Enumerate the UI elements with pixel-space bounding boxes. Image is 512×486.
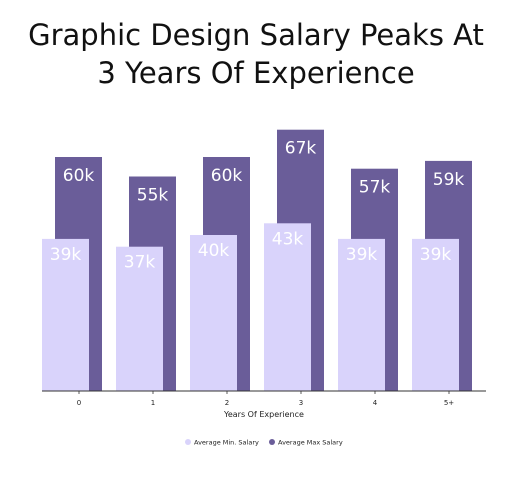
max-salary-value-label: 60k xyxy=(211,166,243,186)
min-salary-value-label: 39k xyxy=(420,245,452,265)
legend-swatch-min xyxy=(185,439,191,445)
x-tick-label: 4 xyxy=(373,399,378,407)
max-salary-value-label: 60k xyxy=(63,166,95,186)
max-salary-value-label: 57k xyxy=(359,178,391,198)
min-salary-bar xyxy=(338,238,385,391)
min-salary-bars xyxy=(42,223,459,391)
x-tick-label: 1 xyxy=(151,399,155,407)
chart-title-line-1: Graphic Design Salary Peaks At xyxy=(28,18,484,52)
max-salary-value-label: 67k xyxy=(285,139,317,159)
min-salary-value-label: 40k xyxy=(198,241,230,261)
min-salary-value-label: 43k xyxy=(272,229,304,249)
chart-title: Graphic Design Salary Peaks At 3 Years O… xyxy=(0,16,512,92)
legend-swatch-max xyxy=(269,439,275,445)
x-axis-label: Years Of Experience xyxy=(223,410,304,419)
legend-label-min: Average Min. Salary xyxy=(194,439,259,447)
min-salary-value-label: 39k xyxy=(346,245,378,265)
max-salary-value-label: 55k xyxy=(137,186,169,206)
min-salary-bar xyxy=(264,223,311,391)
min-salary-value-label: 39k xyxy=(50,245,82,265)
x-tick-label: 5+ xyxy=(444,399,454,407)
min-salary-bar xyxy=(42,238,89,391)
min-salary-bar xyxy=(116,246,163,391)
min-salary-bar xyxy=(412,238,459,391)
min-salary-value-label: 37k xyxy=(124,253,156,273)
max-salary-value-label: 59k xyxy=(433,170,465,190)
x-tick-label: 2 xyxy=(225,399,229,407)
chart-title-line-2: 3 Years Of Experience xyxy=(97,56,415,90)
x-tick-label: 3 xyxy=(299,399,303,407)
bar-value-labels: 60k 39k 55k 37k 60k 40k 67k 43k 57k 39k 59k 39k xyxy=(50,139,465,273)
min-salary-bar xyxy=(190,235,237,391)
x-tick-label: 0 xyxy=(77,399,81,407)
legend: Average Min. Salary Average Max Salary xyxy=(185,439,343,447)
x-axis-ticks: 0 1 2 3 4 5+ xyxy=(77,391,454,407)
legend-label-max: Average Max Salary xyxy=(278,439,343,447)
